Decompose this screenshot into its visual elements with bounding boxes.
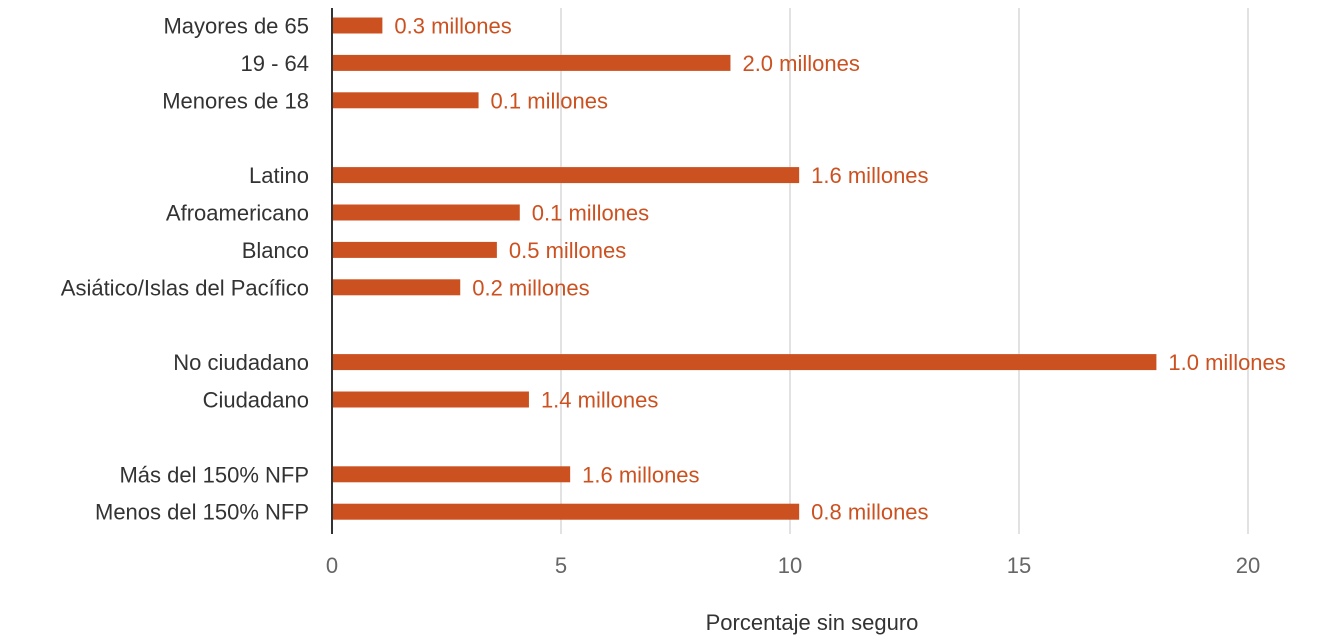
category-label: No ciudadano (173, 350, 309, 375)
bars (332, 17, 1157, 520)
bar (332, 466, 571, 483)
bar (332, 503, 800, 520)
data-labels: 0.3 millones 2.0 millones 0.1 millones 1.6 … (394, 14, 1285, 525)
data-label: 0.2 millones (472, 275, 589, 300)
category-label: Mayores de 65 (163, 14, 309, 39)
category-label: Menores de 18 (162, 88, 309, 113)
data-label: 1.0 millones (1168, 350, 1285, 375)
category-label: Más del 150% NFP (119, 462, 309, 487)
bar (332, 167, 800, 184)
bar (332, 54, 731, 71)
data-label: 1.6 millones (811, 163, 928, 188)
data-label: 0.1 millones (491, 88, 608, 113)
category-label: Menos del 150% NFP (95, 500, 309, 525)
gridlines (560, 8, 1249, 534)
category-label: Blanco (242, 238, 309, 263)
bar (332, 17, 383, 34)
bar (332, 204, 520, 221)
x-tick-label: 15 (1007, 553, 1031, 578)
data-label: 0.8 millones (811, 500, 928, 525)
x-axis-title: Porcentaje sin seguro (706, 610, 919, 635)
category-label: 19 - 64 (241, 51, 310, 76)
data-label: 1.4 millones (541, 388, 658, 413)
x-tick-label: 20 (1236, 553, 1260, 578)
category-label: Afroamericano (166, 201, 309, 226)
bar (332, 279, 461, 296)
bar (332, 92, 479, 109)
category-labels: Mayores de 65 19 - 64 Menores de 18 Latino A… (61, 14, 309, 525)
data-label: 0.1 millones (532, 201, 649, 226)
data-label: 0.3 millones (394, 14, 511, 39)
x-tick-label: 0 (326, 553, 338, 578)
category-label: Ciudadano (203, 388, 309, 413)
data-label: 2.0 millones (742, 51, 859, 76)
bar (332, 241, 497, 258)
bar (332, 354, 1157, 371)
category-label: Latino (249, 163, 309, 188)
bar (332, 391, 529, 408)
x-tick-labels: 0 5 10 15 20 (326, 553, 1260, 578)
x-tick-label: 5 (555, 553, 567, 578)
data-label: 1.6 millones (582, 462, 699, 487)
x-tick-label: 10 (778, 553, 802, 578)
category-label: Asiático/Islas del Pacífico (61, 275, 309, 300)
data-label: 0.5 millones (509, 238, 626, 263)
